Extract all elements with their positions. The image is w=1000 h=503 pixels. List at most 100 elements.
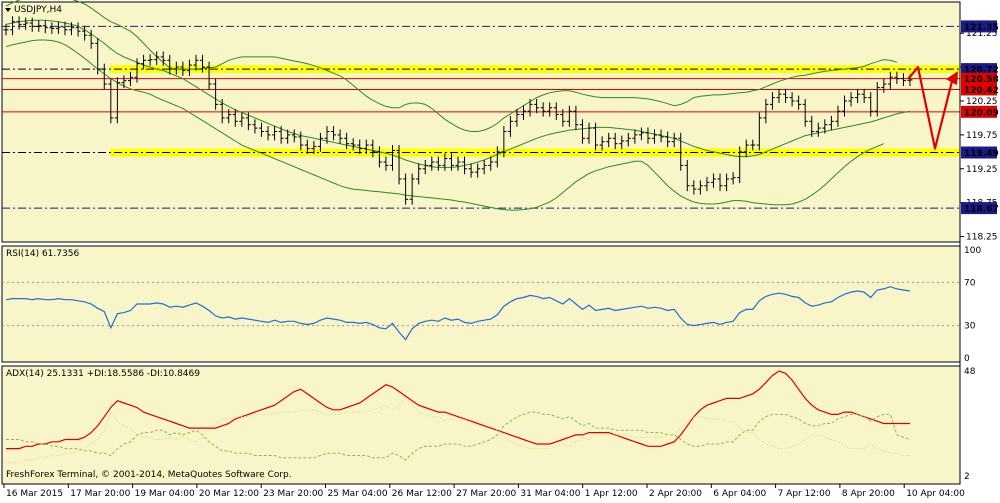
price-bar bbox=[652, 129, 658, 144]
price-bar bbox=[606, 132, 612, 148]
price-bar bbox=[763, 98, 769, 124]
price-bar bbox=[717, 173, 723, 192]
time-tick-label: 25 Mar 04:00 bbox=[328, 489, 388, 499]
price-bar bbox=[200, 54, 206, 73]
price-bar bbox=[383, 156, 389, 171]
price-bar bbox=[783, 88, 789, 104]
price-bar bbox=[756, 112, 762, 151]
time-tick-label: 23 Mar 20:00 bbox=[263, 489, 323, 499]
level-label-box bbox=[961, 202, 997, 215]
price-pane-background bbox=[1, 1, 961, 243]
price-bar bbox=[776, 88, 782, 104]
price-bar bbox=[625, 132, 631, 147]
level-lines bbox=[2, 25, 960, 209]
price-bar bbox=[697, 180, 703, 195]
price-bar bbox=[311, 140, 317, 154]
price-bar bbox=[370, 139, 376, 158]
adx-pane[interactable]: 48 2 ADX(14) 25.1331 +DI:18.5586 -DI:10.8… bbox=[1, 365, 976, 485]
adx-series-line bbox=[6, 370, 910, 450]
price-bar bbox=[272, 126, 278, 141]
price-bar bbox=[16, 16, 22, 30]
price-bar bbox=[324, 126, 330, 144]
price-bar bbox=[841, 95, 847, 117]
adx-axis: 48 2 bbox=[964, 367, 976, 482]
price-bar bbox=[900, 73, 906, 87]
rsi-tick-label: 0 bbox=[964, 354, 970, 364]
price-bar bbox=[553, 102, 559, 120]
band-upper bbox=[5, 0, 898, 132]
price-bar bbox=[154, 51, 160, 66]
price-bar bbox=[232, 109, 238, 127]
price-bar bbox=[193, 54, 199, 71]
level-label-text: 118.67 bbox=[964, 205, 999, 215]
price-bar bbox=[317, 132, 323, 152]
price-bar bbox=[828, 115, 834, 131]
price-bar bbox=[147, 54, 153, 66]
price-bar bbox=[632, 129, 638, 144]
price-bar bbox=[710, 173, 716, 188]
price-bar bbox=[514, 109, 520, 127]
price-bar bbox=[547, 102, 553, 117]
price-bar bbox=[874, 82, 880, 117]
price-bar bbox=[671, 132, 677, 148]
price-bar bbox=[49, 22, 55, 34]
price-bars bbox=[3, 16, 913, 205]
time-tick-label: 7 Apr 12:00 bbox=[778, 489, 831, 499]
price-bar bbox=[75, 22, 81, 37]
price-bar bbox=[724, 173, 730, 192]
price-bar bbox=[468, 163, 474, 178]
price-bar bbox=[416, 163, 422, 185]
rsi-tick-label: 70 bbox=[964, 278, 976, 288]
time-tick-label: 10 Apr 04:00 bbox=[906, 489, 965, 499]
price-bar bbox=[121, 75, 127, 89]
price-bar bbox=[566, 105, 572, 127]
price-bar bbox=[141, 54, 147, 70]
rsi-series-line bbox=[5, 286, 911, 341]
symbol-dropdown-icon[interactable] bbox=[5, 8, 11, 12]
price-bar bbox=[357, 139, 363, 154]
price-bar bbox=[481, 159, 487, 175]
price-bar bbox=[429, 156, 435, 171]
price-bar bbox=[55, 21, 61, 34]
price-bar bbox=[396, 145, 402, 185]
price-bar bbox=[855, 88, 861, 104]
price-bar bbox=[586, 122, 592, 144]
price-bar bbox=[527, 98, 533, 117]
price-bar bbox=[95, 37, 101, 75]
di-minus-series-line bbox=[6, 397, 910, 463]
price-pane[interactable]: 121.25120.75120.25119.75119.25118.75118.… bbox=[1, 0, 999, 243]
price-bar bbox=[887, 71, 893, 90]
price-bar bbox=[10, 16, 16, 36]
price-bar bbox=[409, 173, 415, 205]
level-label-box bbox=[961, 146, 997, 159]
price-bar bbox=[23, 17, 29, 30]
price-bar bbox=[796, 95, 802, 110]
level-label-text: 119.49 bbox=[964, 149, 999, 159]
price-bar bbox=[114, 77, 120, 124]
adx-tick-label: 2 bbox=[964, 472, 970, 482]
price-bar bbox=[337, 129, 343, 144]
time-axis: 16 Mar 2015 17 Mar 20:00 19 Mar 04:00 20 Ma… bbox=[3, 484, 965, 499]
price-bar bbox=[258, 122, 264, 137]
rsi-line bbox=[5, 286, 911, 341]
price-bar bbox=[789, 92, 795, 107]
price-bar bbox=[167, 54, 173, 75]
level-label-text: 120.09 bbox=[964, 108, 999, 118]
price-bar bbox=[638, 127, 644, 141]
price-bar bbox=[894, 71, 900, 85]
time-tick-label: 17 Mar 20:00 bbox=[70, 489, 130, 499]
price-bar bbox=[422, 159, 428, 175]
price-bar bbox=[350, 138, 356, 151]
rsi-pane[interactable]: 100 70 30 0 RSI(14) 61.7356 bbox=[1, 245, 981, 364]
price-bar bbox=[809, 115, 815, 137]
price-bar bbox=[521, 105, 527, 120]
time-tick-label: 2 Apr 20:00 bbox=[649, 489, 702, 499]
price-bar bbox=[619, 135, 625, 150]
price-bar bbox=[82, 25, 88, 41]
price-bar bbox=[835, 105, 841, 127]
price-bar bbox=[245, 112, 251, 131]
copyright-text: FreshForex Terminal, © 2001-2014, MetaQu… bbox=[6, 470, 292, 480]
price-bar bbox=[403, 173, 409, 205]
